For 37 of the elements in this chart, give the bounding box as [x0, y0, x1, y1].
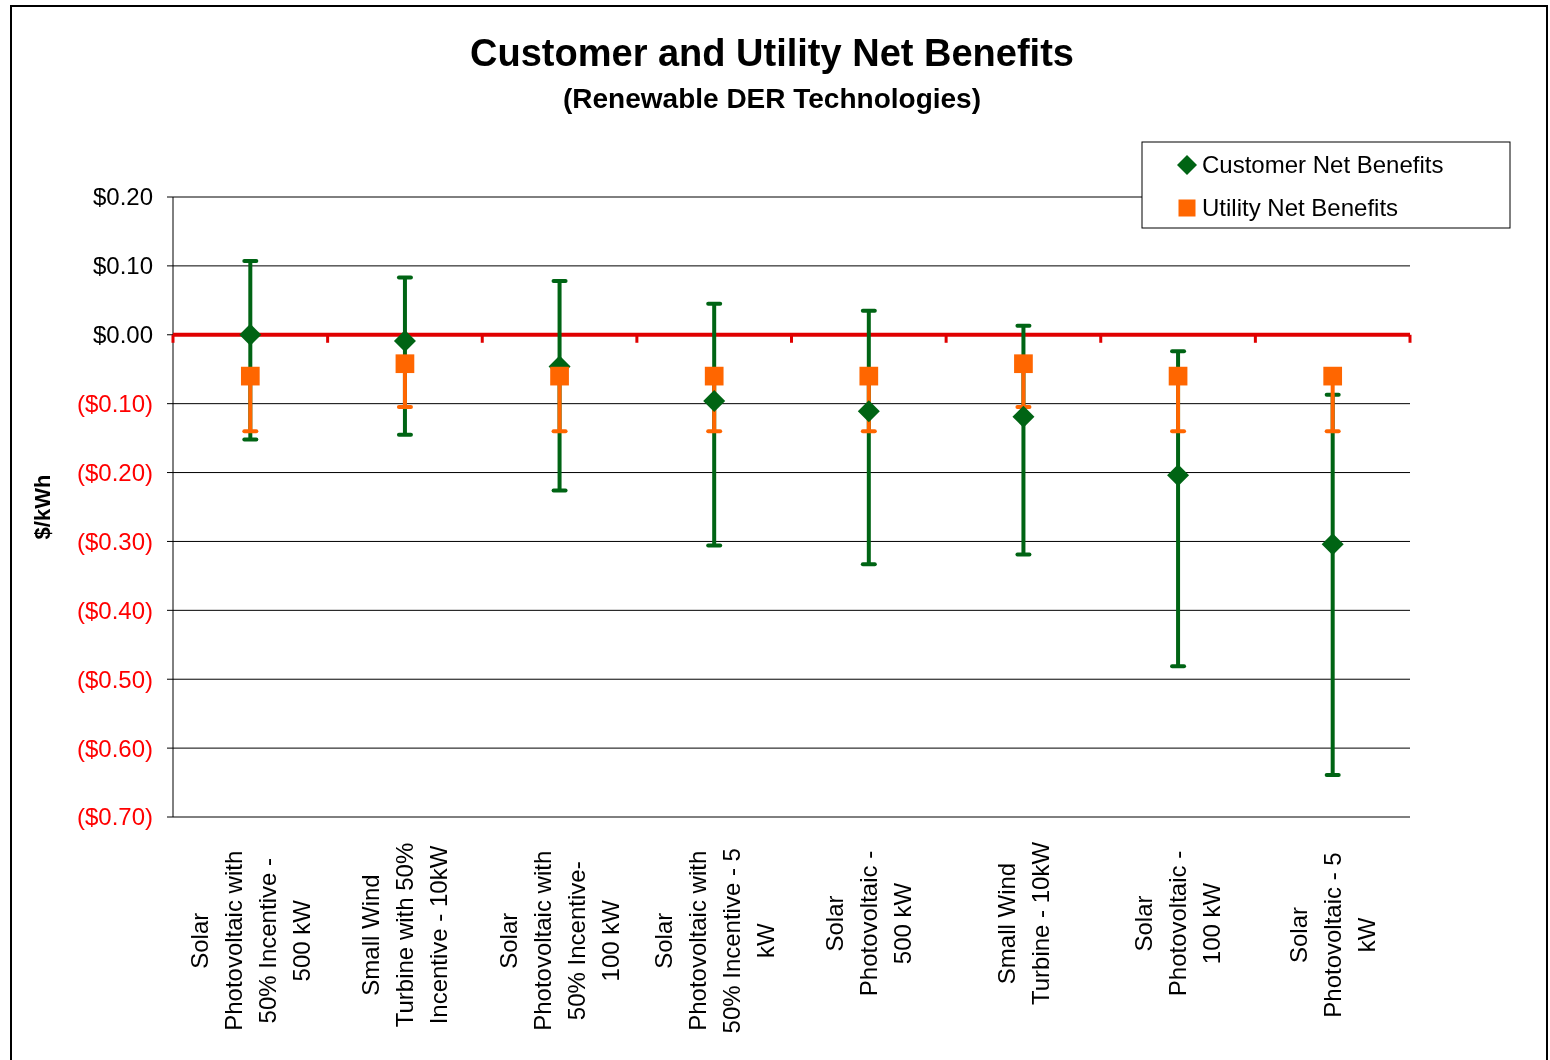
point [1167, 464, 1190, 487]
point [1323, 366, 1343, 386]
point [1321, 533, 1344, 556]
x-tick-label: Solar Photovoltaic with 50% Incentive - 5 kW [649, 848, 779, 1034]
x-tick-label: Solar Photovoltaic with 50% Incentive - 500 kW [185, 850, 315, 1031]
y-tick-label: ($0.60) [76, 734, 153, 762]
y-tick-label: ($0.70) [76, 803, 153, 831]
point [703, 389, 726, 412]
point [393, 329, 416, 352]
y-tick-label: $0.20 [92, 183, 153, 211]
chart-subtitle: (Renewable DER Technologies) [563, 83, 981, 114]
y-tick-label: $0.10 [92, 252, 153, 280]
point [704, 366, 724, 386]
point [239, 323, 262, 346]
y-tick-label: ($0.20) [76, 458, 153, 486]
x-tick-label: Solar Photovoltaic - 5 kW [1285, 852, 1381, 1018]
x-tick-label: Small Wind Turbine - 10kW [992, 841, 1054, 1006]
x-tick-label: Solar Photovoltaic - 500 kW [821, 850, 917, 997]
y-tick-label: ($0.30) [76, 527, 153, 555]
chart-title: Customer and Utility Net Benefits [470, 32, 1074, 74]
y-tick-label: $0.00 [92, 321, 153, 349]
point [395, 354, 415, 374]
point [1168, 366, 1188, 386]
point [550, 366, 569, 386]
x-tick-label: Small Wind Turbine with 50% Incentive - 10kW [357, 842, 453, 1028]
y-tick-label: ($0.40) [76, 596, 153, 624]
y-tick-label: ($0.10) [76, 390, 153, 418]
x-tick-label: Solar Photovoltaic - 100 kW [1130, 850, 1226, 997]
point [857, 400, 880, 423]
y-axis-title: $/kWh [30, 474, 55, 540]
y-tick-label: ($0.50) [76, 665, 153, 693]
point [1014, 354, 1033, 374]
x-tick-label: Solar Photovoltaic with 50% Incentive- 100 kW [494, 850, 624, 1031]
point [240, 366, 260, 386]
point [859, 366, 879, 386]
legend-label: Utility Net Benefits [1202, 194, 1399, 222]
legend-label: Customer Net Benefits [1202, 151, 1444, 179]
